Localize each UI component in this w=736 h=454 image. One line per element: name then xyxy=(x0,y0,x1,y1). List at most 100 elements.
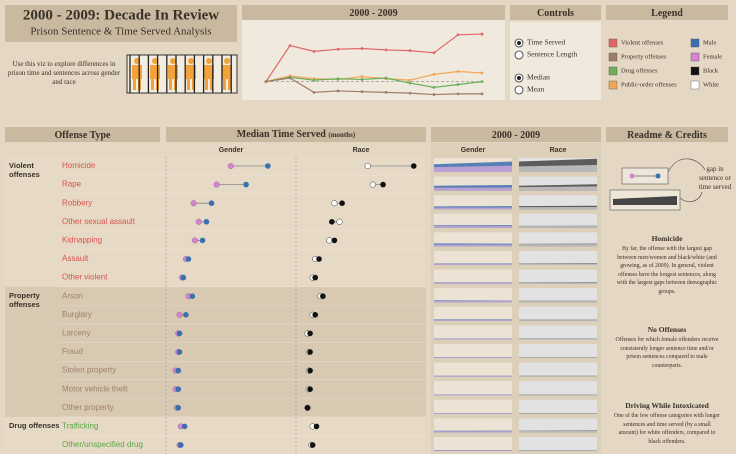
icon-body xyxy=(150,65,160,79)
spark-bg xyxy=(519,288,597,303)
subtitle: Prison Sentence & Time Served Analysis xyxy=(30,26,211,38)
radio-label[interactable]: Sentence Length xyxy=(527,50,577,59)
black-dot xyxy=(312,312,319,318)
offense-name: Other sexual assault xyxy=(62,217,136,226)
gap-note: gap in sentence or time served xyxy=(698,165,732,191)
trend-point xyxy=(408,81,412,85)
readme-text: Offenses for which female offenders rece… xyxy=(615,337,719,369)
radio-button[interactable] xyxy=(514,50,524,60)
female-area xyxy=(434,300,512,303)
connector xyxy=(679,191,703,203)
offense-name: Arson xyxy=(62,291,83,300)
white-area xyxy=(519,300,597,303)
spark-bg xyxy=(519,232,597,247)
female-dot xyxy=(190,200,197,207)
female-area xyxy=(434,282,512,284)
radio-label[interactable]: Time Served xyxy=(527,38,566,47)
offense-name: Fraud xyxy=(62,347,83,356)
icon-body xyxy=(168,65,178,79)
legend-label: Female xyxy=(703,53,722,60)
trend-point xyxy=(432,93,436,96)
spark-bg xyxy=(434,418,512,433)
trend-point xyxy=(360,47,364,50)
black-dot xyxy=(312,274,319,281)
offense-name: Other violent xyxy=(62,273,108,282)
row-band xyxy=(5,398,426,418)
female-area xyxy=(434,394,512,396)
icon-leg xyxy=(151,79,154,90)
example-dot xyxy=(655,173,661,179)
offense-name: Robbery xyxy=(62,198,92,207)
trend-line xyxy=(265,77,482,96)
white-area xyxy=(519,319,597,321)
legend-label: Male xyxy=(703,39,716,46)
white-area xyxy=(519,338,597,340)
panel-header xyxy=(431,127,601,142)
female-area xyxy=(434,338,512,340)
radio-label[interactable]: Mean xyxy=(527,85,544,94)
group-label: Drug offenses xyxy=(9,421,60,431)
spark-bg xyxy=(519,399,597,414)
trend-point xyxy=(408,49,412,53)
spark-bg xyxy=(434,437,512,451)
row-band xyxy=(5,249,426,269)
row-band xyxy=(5,231,426,250)
white-area xyxy=(519,375,597,377)
trend-point xyxy=(480,71,484,75)
white-area xyxy=(519,450,597,451)
row-band xyxy=(5,361,426,380)
male-dot xyxy=(181,423,188,430)
female-area xyxy=(434,263,512,265)
title-box xyxy=(5,5,237,42)
trend-point xyxy=(336,47,340,51)
white-dot xyxy=(326,237,333,244)
icon-leg xyxy=(169,79,172,90)
male-dot xyxy=(176,349,183,355)
icon-strip xyxy=(126,54,238,94)
panel-title: Offense Type xyxy=(54,130,111,141)
icon-leg xyxy=(187,79,190,90)
black-dot xyxy=(307,386,313,393)
spark-bg xyxy=(519,325,597,340)
radio-button[interactable] xyxy=(514,85,524,95)
row-band xyxy=(5,286,426,306)
male-dot xyxy=(176,330,183,337)
row-band xyxy=(5,193,426,213)
connector xyxy=(667,158,706,173)
legend-swatch xyxy=(690,66,700,76)
male-dot xyxy=(175,367,182,374)
black-dot xyxy=(307,330,313,337)
legend-label: Drug offenses xyxy=(621,67,658,74)
row-band xyxy=(5,268,426,287)
trend-point xyxy=(456,92,460,96)
black-dot xyxy=(309,442,316,448)
black-dot xyxy=(304,405,311,411)
legend-swatch xyxy=(690,52,700,62)
male-dot xyxy=(208,200,215,206)
spark-bg xyxy=(434,306,512,321)
example-dot xyxy=(629,173,635,179)
spark-bg xyxy=(519,269,597,284)
male-dot xyxy=(265,163,271,169)
spark-bg xyxy=(434,232,512,247)
white-area xyxy=(519,244,597,247)
trend-line xyxy=(265,70,483,83)
female-area xyxy=(434,165,512,172)
white-area xyxy=(519,394,597,396)
female-dot xyxy=(176,311,183,318)
radio-label[interactable]: Median xyxy=(527,73,550,82)
white-area xyxy=(519,282,597,284)
legend-label: Public-order offenses xyxy=(621,81,677,88)
spark-bg xyxy=(519,344,597,358)
white-area xyxy=(519,165,597,172)
trend-point xyxy=(432,51,436,55)
trend-point xyxy=(384,76,388,80)
female-area xyxy=(434,450,512,451)
spark-bg xyxy=(434,362,512,377)
icon-head xyxy=(152,58,158,64)
spark-bg xyxy=(434,399,512,414)
legend-swatch xyxy=(608,80,618,90)
spark-bg xyxy=(519,437,597,451)
offense-name: Rape xyxy=(62,180,82,189)
